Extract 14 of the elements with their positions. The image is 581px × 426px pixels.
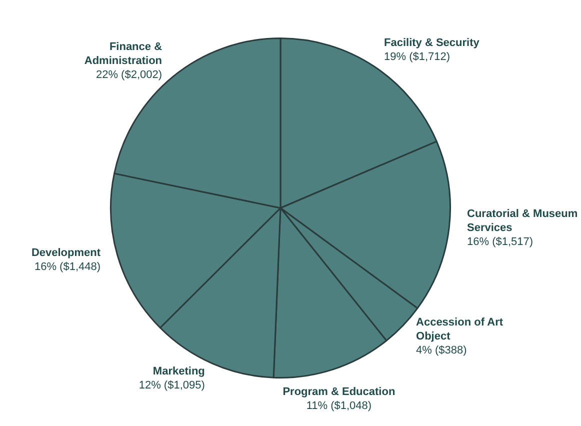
- data-label: 19% ($1,712): [384, 50, 450, 63]
- data-label: 16% ($1,448): [34, 261, 101, 274]
- data-label: 4% ($388): [416, 344, 467, 356]
- data-label: 16% ($1,517): [467, 236, 534, 248]
- slice-label: Curatorial & Museum Services: [467, 208, 578, 234]
- slice-label: Marketing: [152, 365, 205, 378]
- data-label: 11% ($1,048): [306, 400, 372, 412]
- slice-label: Program & Education: [282, 386, 396, 398]
- slice-label: Accession of Art Object: [416, 316, 504, 342]
- data-label: 22% ($2,002): [96, 68, 162, 81]
- slice-label: Development: [31, 247, 101, 260]
- slice-label: Facility & Security: [384, 36, 480, 49]
- slice-label: Finance & Administration: [84, 40, 162, 67]
- data-label: 12% ($1,095): [138, 379, 205, 392]
